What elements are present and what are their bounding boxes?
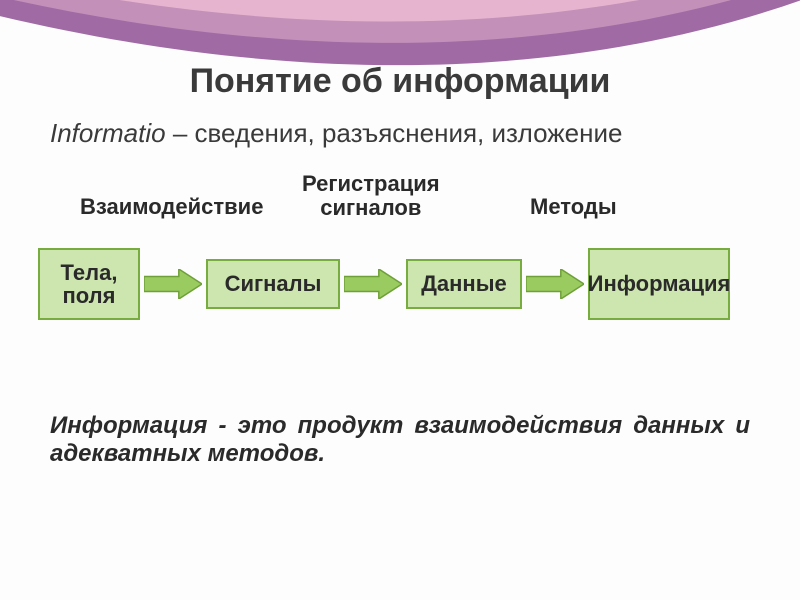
slide-title: Понятие об информации (0, 62, 800, 101)
flowchart: Тела, поля Сигналы Данные Информация (38, 248, 730, 320)
label-interaction: Взаимодействие (80, 194, 263, 220)
flow-node-0: Тела, поля (38, 248, 140, 320)
definition-text: Информация - это продукт взаимодействия … (50, 412, 750, 468)
subtitle-definition: – сведения, разъяснения, изложение (166, 118, 623, 148)
label-registration-line1: Регистрация (302, 172, 440, 196)
subtitle-term: Informatio (50, 118, 166, 148)
flow-arrow-2 (526, 269, 584, 299)
slide-subtitle: Informatio – сведения, разъяснения, изло… (50, 118, 622, 149)
flow-arrow-1 (344, 269, 402, 299)
label-registration-line2: сигналов (302, 196, 440, 220)
flow-node-2: Данные (406, 259, 522, 309)
flow-node-1: Сигналы (206, 259, 340, 309)
label-registration: Регистрация сигналов (302, 172, 440, 220)
label-methods: Методы (530, 194, 617, 220)
flow-arrow-0 (144, 269, 202, 299)
flow-node-3: Информация (588, 248, 730, 320)
